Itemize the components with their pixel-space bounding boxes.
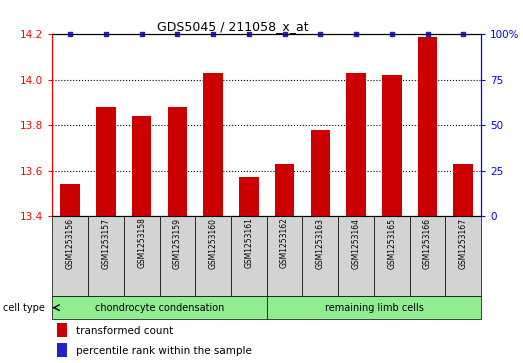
Bar [275, 164, 294, 216]
Bar [446, 216, 481, 296]
Bar [374, 216, 410, 296]
Bar [231, 216, 267, 296]
Bar [88, 216, 124, 296]
Point [280, 32, 289, 37]
Text: GSM1253163: GSM1253163 [316, 217, 325, 269]
Bar [60, 184, 80, 216]
Bar [267, 216, 302, 296]
Bar [132, 116, 152, 216]
Bar [338, 216, 374, 296]
Bar [302, 216, 338, 296]
Text: GSM1253158: GSM1253158 [137, 217, 146, 269]
Bar [203, 73, 223, 216]
Text: GSM1253162: GSM1253162 [280, 217, 289, 269]
Text: GSM1253167: GSM1253167 [459, 217, 468, 269]
Bar [56, 323, 67, 338]
Point [388, 32, 396, 37]
Text: GSM1253156: GSM1253156 [66, 217, 75, 269]
Bar [52, 296, 267, 319]
Bar [195, 216, 231, 296]
Text: transformed count: transformed count [76, 326, 173, 336]
Text: GSM1253160: GSM1253160 [209, 217, 218, 269]
Text: GSM1253161: GSM1253161 [244, 217, 253, 269]
Bar [418, 37, 437, 216]
Text: remaining limb cells: remaining limb cells [324, 303, 424, 313]
Point [424, 32, 432, 37]
Bar [96, 107, 116, 216]
Point [101, 32, 110, 37]
Point [173, 32, 181, 37]
Text: GSM1253166: GSM1253166 [423, 217, 432, 269]
Bar [167, 107, 187, 216]
Point [459, 32, 468, 37]
Point [138, 32, 146, 37]
Bar [239, 178, 259, 216]
Bar [267, 296, 481, 319]
Bar [311, 130, 330, 216]
Text: GSM1253165: GSM1253165 [388, 217, 396, 269]
Text: cell type: cell type [3, 303, 44, 313]
Bar [382, 76, 402, 216]
Point [245, 32, 253, 37]
Title: GDS5045 / 211058_x_at: GDS5045 / 211058_x_at [156, 20, 308, 33]
Bar [56, 343, 67, 357]
Bar [453, 164, 473, 216]
Point [66, 32, 74, 37]
Bar [52, 216, 88, 296]
Text: chondrocyte condensation: chondrocyte condensation [95, 303, 224, 313]
Text: GSM1253159: GSM1253159 [173, 217, 182, 269]
Point [352, 32, 360, 37]
Bar [160, 216, 195, 296]
Text: GSM1253164: GSM1253164 [351, 217, 360, 269]
Point [209, 32, 218, 37]
Bar [346, 73, 366, 216]
Bar [124, 216, 160, 296]
Point [316, 32, 324, 37]
Bar [410, 216, 446, 296]
Text: GSM1253157: GSM1253157 [101, 217, 110, 269]
Text: percentile rank within the sample: percentile rank within the sample [76, 346, 252, 356]
